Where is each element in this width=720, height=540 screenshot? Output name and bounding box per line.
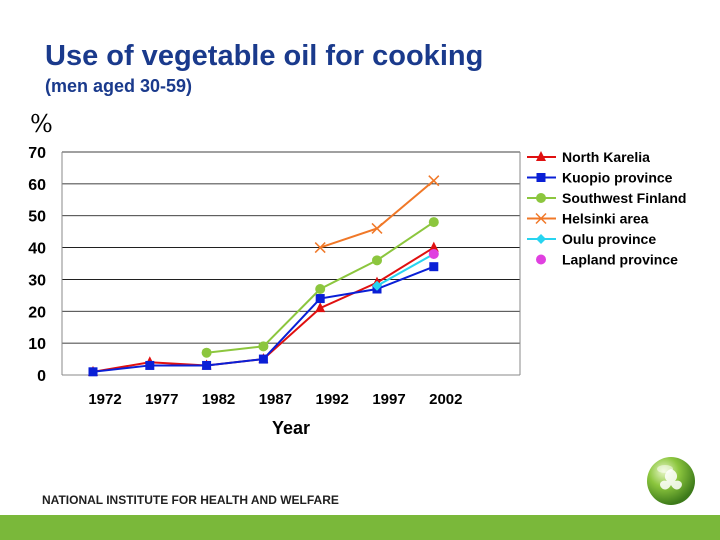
data-point-circle (428, 217, 439, 228)
legend-label: Helsinki area (562, 211, 649, 227)
data-point-circle (536, 193, 546, 203)
series-layer (88, 175, 440, 377)
institute-name: NATIONAL INSTITUTE FOR HEALTH AND WELFAR… (42, 493, 339, 507)
data-point-x (535, 212, 547, 225)
x-tick-label: 2002 (429, 391, 462, 408)
x-tick-label: 1997 (372, 391, 405, 408)
data-point-x (371, 222, 383, 234)
data-point-square (145, 360, 155, 370)
x-axis-label: Year (272, 418, 310, 438)
data-point-circle (536, 254, 546, 265)
x-tick-label: 1972 (88, 391, 121, 408)
x-tick-label: 1992 (316, 391, 349, 408)
data-point-circle (428, 248, 439, 259)
data-point-circle (372, 255, 382, 266)
legend-label: Oulu province (562, 231, 656, 247)
series-line (319, 179, 435, 249)
y-tick-label: 40 (28, 241, 46, 258)
legend-label: Southwest Finland (562, 190, 686, 206)
legend: North Karelia Kuopio province Southwest Fi… (527, 149, 686, 268)
legend-label: Kuopio province (562, 170, 673, 186)
y-tick-label: 60 (28, 177, 46, 194)
legend-label: North Karelia (562, 149, 650, 165)
data-point-square (315, 294, 325, 304)
data-point-circle (315, 283, 326, 294)
data-point-x (314, 242, 326, 254)
data-point-x (428, 175, 440, 187)
data-point-square (258, 354, 268, 364)
data-point-triangle (315, 302, 326, 313)
chart-subtitle: (men aged 30-59) (45, 76, 193, 96)
x-tick-label: 1987 (259, 391, 292, 408)
x-tick-label: 1977 (145, 391, 178, 408)
globe-logo-icon (647, 457, 695, 505)
y-axis-unit: % (30, 110, 53, 138)
y-tick-label: 10 (28, 336, 46, 353)
y-tick-label: 50 (28, 209, 46, 226)
data-point-square (88, 367, 98, 377)
data-point-diamond (372, 280, 382, 291)
data-point-square (536, 173, 546, 182)
data-point-circle (258, 341, 269, 352)
series-line (376, 253, 435, 287)
axis-layer: 0 10 20 30 40 50 60 70 1972 1977 1982 1987 1992 1997 2… (28, 145, 521, 438)
legend-label: Lapland province (562, 252, 678, 268)
x-tick-label: 1982 (202, 391, 235, 408)
data-point-diamond (536, 234, 546, 244)
bottom-bar (0, 515, 720, 540)
y-tick-label: 30 (28, 272, 46, 289)
grid-layer (62, 151, 520, 376)
data-point-triangle (428, 241, 439, 252)
y-tick-label: 70 (28, 145, 46, 162)
data-point-square (429, 262, 439, 272)
y-tick-label: 0 (37, 368, 46, 385)
data-point-square (202, 360, 212, 370)
data-point-triangle (536, 151, 546, 161)
y-tick-label: 20 (28, 304, 46, 321)
chart-title: Use of vegetable oil for cooking (45, 40, 484, 72)
data-point-circle (201, 347, 212, 358)
